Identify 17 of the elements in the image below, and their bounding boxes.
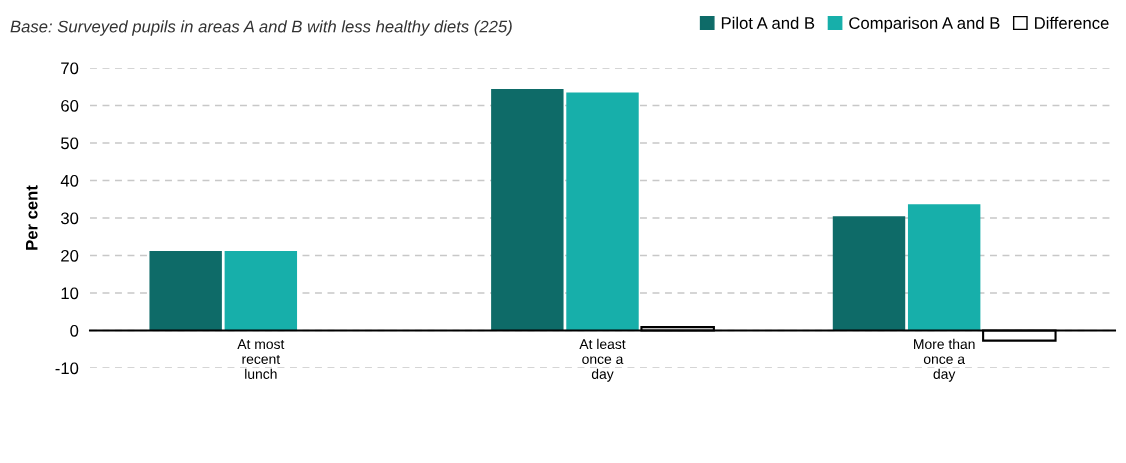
legend-label: Comparison A and B — [849, 16, 1000, 33]
y-tick-label: -10 — [55, 362, 79, 375]
legend-label: Pilot A and B — [721, 16, 815, 29]
y-tick-label: 0 — [70, 324, 79, 337]
y-axis-title: Per cent — [25, 185, 38, 250]
text: Base: Surveyed pupils in areas A and B with less healthy diets (225) — [10, 20, 512, 36]
y-tick-label: 40 — [60, 174, 79, 187]
y-tick-label: 20 — [61, 249, 79, 262]
x-tick-label: At most recent lunch — [237, 339, 285, 379]
legend-label: Difference — [1035, 16, 1109, 29]
y-tick-label: 50 — [61, 137, 79, 150]
y-tick-label: 60 — [61, 99, 79, 112]
x-tick-label: At least once a day — [579, 338, 626, 382]
y-tick-label: 10 — [61, 287, 79, 300]
x-tick-label: More than once a day — [914, 338, 975, 382]
y-tick-label: 30 — [60, 212, 79, 225]
y-tick-label: 70 — [61, 62, 79, 75]
